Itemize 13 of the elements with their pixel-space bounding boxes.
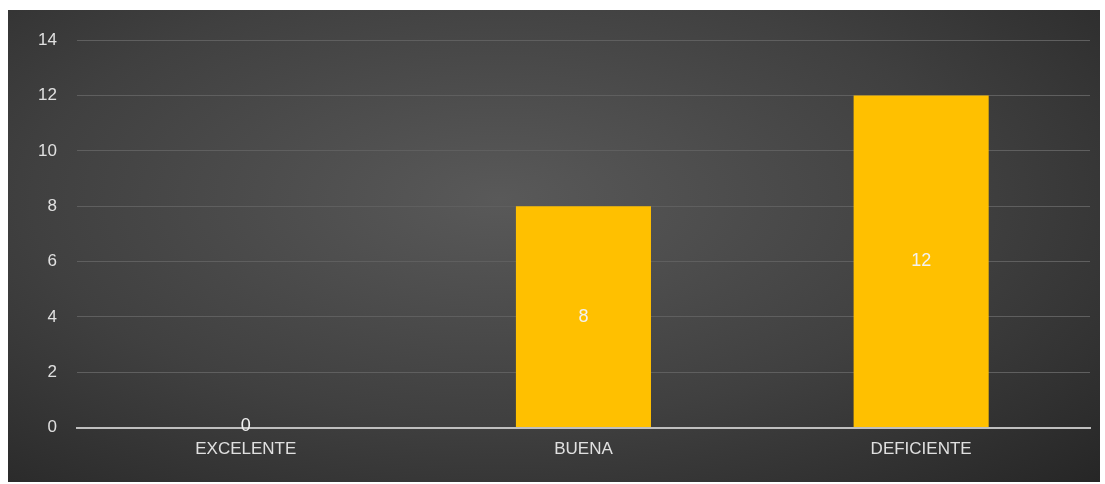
y-tick-label: 14 — [37, 29, 57, 49]
y-tick-label: 12 — [37, 85, 57, 105]
y-tick-label: 0 — [47, 417, 57, 437]
y-tick-label: 6 — [47, 251, 57, 271]
data-label: 12 — [911, 250, 932, 271]
y-tick-label: 2 — [47, 361, 57, 381]
x-tick-label: EXCELENTE — [195, 439, 297, 459]
data-label: 8 — [578, 305, 589, 326]
x-tick-label: BUENA — [554, 439, 614, 459]
y-tick-label: 10 — [37, 140, 57, 160]
y-tick-label: 4 — [47, 306, 57, 326]
x-tick-label: DEFICIENTE — [870, 439, 972, 459]
y-tick-label: 8 — [47, 195, 57, 215]
